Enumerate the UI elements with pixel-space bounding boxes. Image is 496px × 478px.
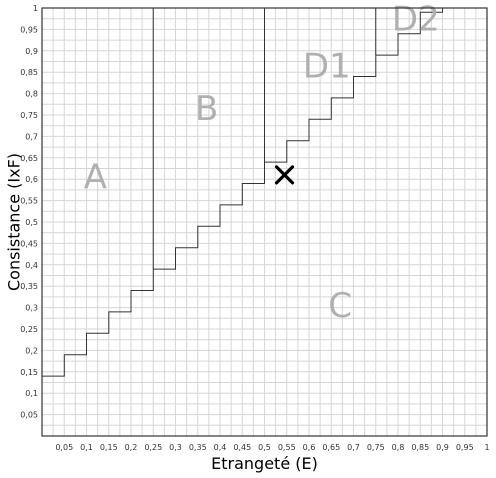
x-tick-label: 0,8 <box>392 443 405 452</box>
y-tick-label: 0,45 <box>20 239 38 248</box>
y-tick-label: 0,65 <box>20 154 38 163</box>
x-tick-labels: 0,05 0,1 0,15 0,2 0,25 0,3 0,35 0,4 0,45 0,5 0,55 0… <box>55 443 489 452</box>
x-tick-label: 0,4 <box>214 443 227 452</box>
grid <box>42 8 487 436</box>
x-tick-label: 0,25 <box>144 443 162 452</box>
marker-stroke <box>274 165 295 185</box>
region-label-a: A <box>84 158 107 198</box>
y-axis-title: Consistance (IxF) <box>5 153 24 291</box>
region-dividers <box>152 8 377 270</box>
x-tick-label: 0,3 <box>169 443 182 452</box>
region-label-d1: D1 <box>303 46 351 86</box>
x-tick-label: 0,55 <box>278 443 296 452</box>
y-tick-label: 0,75 <box>20 111 38 120</box>
y-tick-label: 0,1 <box>25 389 38 398</box>
x-tick-label: 0,9 <box>436 443 449 452</box>
x-tick-label: 0,5 <box>258 443 271 452</box>
y-tick-label: 0,3 <box>25 304 38 313</box>
y-tick-label: 0,05 <box>20 411 38 420</box>
y-tick-label: 1 <box>33 4 38 13</box>
x-tick-label: 0,15 <box>100 443 118 452</box>
y-tick-label: 0,7 <box>25 132 38 141</box>
region-label-d2: D2 <box>392 0 440 39</box>
y-tick-label: 0,95 <box>20 25 38 34</box>
y-tick-label: 0,8 <box>25 90 38 99</box>
plot-frame <box>41 7 488 437</box>
x-tick-label: 0,85 <box>411 443 429 452</box>
x-tick-label: 0,65 <box>322 443 340 452</box>
x-tick-label: 0,7 <box>347 443 360 452</box>
x-tick-label: 0,1 <box>80 443 93 452</box>
x-tick-label: 0,05 <box>55 443 73 452</box>
x-tick-label: 0,35 <box>189 443 207 452</box>
y-tick-label: 0,9 <box>25 47 38 56</box>
x-tick-label: 0,95 <box>456 443 474 452</box>
y-tick-labels: 0,05 0,1 0,15 0,2 0,25 0,3 0,35 0,4 0,45 0,5 0,55 0… <box>20 4 38 420</box>
x-tick-label: 0,6 <box>303 443 316 452</box>
y-tick-label: 0,4 <box>25 261 38 270</box>
y-tick-label: 0,55 <box>20 197 38 206</box>
y-tick-label: 0,5 <box>25 218 38 227</box>
y-tick-label: 0,25 <box>20 325 38 334</box>
x-tick-label: 0,2 <box>125 443 138 452</box>
x-tick-label: 0,75 <box>367 443 385 452</box>
x-tick-label: 1 <box>484 443 489 452</box>
position-marker <box>274 165 295 185</box>
y-tick-label: 0,35 <box>20 282 38 291</box>
region-labels: A B C D1 D2 <box>84 0 440 326</box>
region-label-c: C <box>328 286 352 326</box>
region-label-b: B <box>195 89 218 129</box>
y-tick-label: 0,2 <box>25 346 38 355</box>
boundary-staircase <box>42 8 443 377</box>
x-tick-label: 0,45 <box>233 443 251 452</box>
y-tick-label: 0,6 <box>25 175 38 184</box>
y-tick-label: 0,85 <box>20 68 38 77</box>
x-axis-title: Etrangeté (E) <box>211 454 318 473</box>
y-tick-label: 0,15 <box>20 368 38 377</box>
